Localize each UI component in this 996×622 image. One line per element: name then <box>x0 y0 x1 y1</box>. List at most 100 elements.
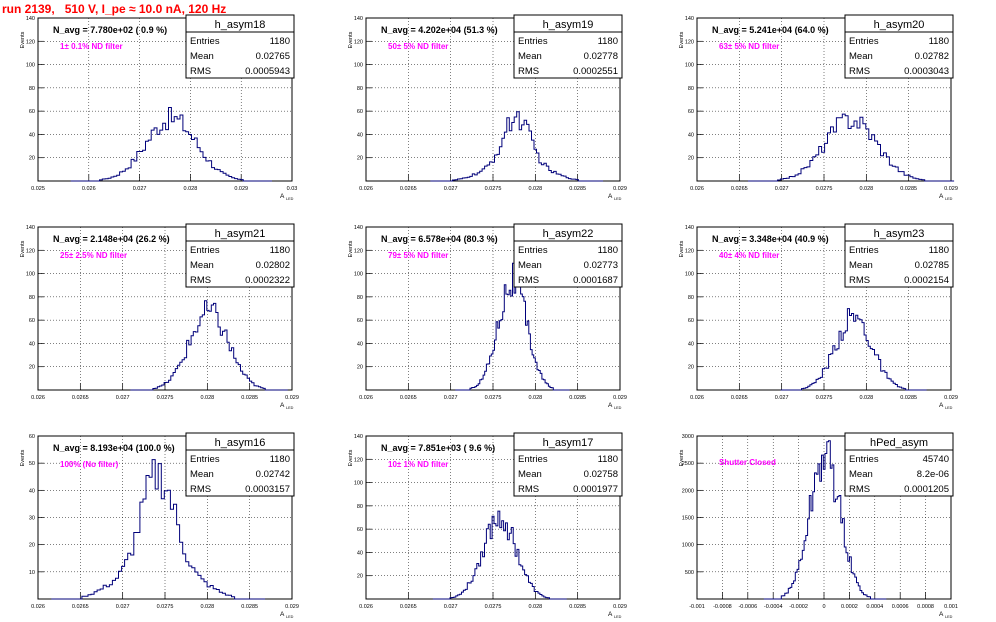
y-tick-label: 60 <box>357 318 363 324</box>
histogram-line <box>70 107 272 182</box>
x-tick-label: 0.026 <box>690 186 704 192</box>
filter-label: 100% (No filter) <box>60 460 119 469</box>
x-tick-label: 0.027 <box>444 604 458 610</box>
x-tick-label: 0.026 <box>359 395 373 401</box>
x-tick-label: 0.0275 <box>157 604 174 610</box>
y-tick-label: 80 <box>688 295 694 301</box>
histogram-panel-h_asym23: 20 40 60 80 100 120 140 0.026 0.0265 0.027 0.0275 0… <box>679 223 958 410</box>
filter-label: 79± 5% ND filter <box>388 251 448 260</box>
x-tick-label: 0.0006 <box>892 604 909 610</box>
y-tick-label: 80 <box>357 86 363 92</box>
y-tick-label: 120 <box>26 248 35 254</box>
stats-box <box>185 432 295 497</box>
x-tick-label: 0.028 <box>859 186 873 192</box>
y-tick-label: 120 <box>354 248 363 254</box>
x-tick-label: 0.026 <box>690 395 704 401</box>
stats-key: Mean <box>849 51 873 62</box>
filter-label: 63± 5% ND filter <box>719 42 779 51</box>
stats-box <box>844 14 954 79</box>
stats-key: Entries <box>849 454 879 465</box>
x-tick-label: 0.0285 <box>241 604 258 610</box>
x-tick-label: 0.029 <box>285 395 299 401</box>
y-tick-label: 100 <box>685 272 694 278</box>
filter-label: 40± 4% ND filter <box>719 251 779 260</box>
stats-key: RMS <box>190 275 211 286</box>
x-tick-label: 0.028 <box>528 395 542 401</box>
y-tick-label: 120 <box>685 248 694 254</box>
stats-key: RMS <box>849 66 870 77</box>
stats-value: 0.02782 <box>915 51 949 62</box>
x-axis-label: A <box>280 193 285 200</box>
x-tick-label: 0.0265 <box>72 604 89 610</box>
x-tick-label: 0.028 <box>859 395 873 401</box>
y-axis-label: Events <box>679 449 685 466</box>
stats-value: 0.02778 <box>584 51 618 62</box>
x-tick-label: 0.026 <box>359 604 373 610</box>
stats-value: 0.02742 <box>256 469 290 480</box>
navg-label: N_avg = 8.193e+04 (100.0 %) <box>53 443 175 453</box>
stats-value: 0.02765 <box>256 51 290 62</box>
x-tick-label: 0.029 <box>613 395 627 401</box>
y-tick-label: 60 <box>357 527 363 533</box>
filter-label: 1± 0.1% ND filter <box>60 42 123 51</box>
stats-key: Entries <box>849 36 879 47</box>
x-tick-label: -0.0004 <box>764 604 783 610</box>
y-tick-label: 100 <box>26 272 35 278</box>
filter-label: 10± 1% ND filter <box>388 460 448 469</box>
stats-key: Entries <box>518 36 548 47</box>
histogram-line <box>455 262 570 391</box>
stats-key: Entries <box>190 454 220 465</box>
navg-label: N_avg = 5.241e+04 (64.0 %) <box>712 25 829 35</box>
stats-value: 0.02773 <box>584 260 618 271</box>
y-tick-label: 20 <box>688 156 694 162</box>
stats-key: Entries <box>518 454 548 465</box>
x-axis-label: A <box>280 611 285 618</box>
x-tick-label: 0.0275 <box>816 395 833 401</box>
x-tick-label: 0.0265 <box>400 186 417 192</box>
stats-value: 0.0005943 <box>245 66 290 77</box>
x-axis-label-sub: LED <box>614 197 622 201</box>
x-axis-label: A <box>939 402 944 409</box>
navg-label: N_avg = 6.578e+04 (80.3 %) <box>381 234 498 244</box>
x-tick-label: 0.027 <box>133 186 147 192</box>
x-tick-label: 0.026 <box>31 395 45 401</box>
stats-key: Mean <box>518 469 542 480</box>
histogram-name: h_asym23 <box>874 228 925 240</box>
y-tick-label: 40 <box>357 132 363 138</box>
y-tick-label: 40 <box>357 550 363 556</box>
y-tick-label: 40 <box>357 341 363 347</box>
stats-value: 8.2e-06 <box>917 469 949 480</box>
histogram-panel-h_asym16: 10 20 30 40 50 60 0.026 0.0265 0.027 0.0275 0.028 0… <box>20 432 299 619</box>
stats-value: 0.0002322 <box>245 275 290 286</box>
y-tick-label: 80 <box>357 295 363 301</box>
stats-value: 1180 <box>598 36 618 47</box>
navg-label: N_avg = 7.851e+03 ( 9.6 %) <box>381 443 495 453</box>
stats-key: RMS <box>849 275 870 286</box>
y-axis-label: Events <box>20 240 26 257</box>
stats-key: Mean <box>190 260 214 271</box>
x-tick-label: 0.001 <box>944 604 958 610</box>
y-tick-label: 20 <box>357 574 363 580</box>
y-tick-label: 140 <box>354 434 363 440</box>
stats-key: RMS <box>518 484 539 495</box>
x-tick-label: 0.0265 <box>400 395 417 401</box>
y-tick-label: 20 <box>688 365 694 371</box>
x-tick-label: 0.027 <box>116 395 130 401</box>
x-tick-label: 0.026 <box>31 604 45 610</box>
x-tick-label: 0 <box>822 604 825 610</box>
x-tick-label: 0.029 <box>234 186 248 192</box>
x-axis-label-sub: LED <box>286 615 294 619</box>
stats-value: 1180 <box>929 245 949 256</box>
stats-box <box>513 14 623 79</box>
x-axis-label-sub: LED <box>945 406 953 410</box>
x-axis-label: A <box>608 611 613 618</box>
y-tick-label: 120 <box>26 39 35 45</box>
histogram-name: h_asym18 <box>215 19 266 31</box>
stats-key: RMS <box>518 66 539 77</box>
x-axis-label: A <box>608 402 613 409</box>
histogram-line <box>780 308 927 391</box>
y-tick-label: 140 <box>685 16 694 22</box>
histogram-panel-h_asym21: 20 40 60 80 100 120 140 0.026 0.0265 0.027 0.0275 0… <box>20 223 299 410</box>
navg-label: N_avg = 2.148e+04 (26.2 %) <box>53 234 170 244</box>
